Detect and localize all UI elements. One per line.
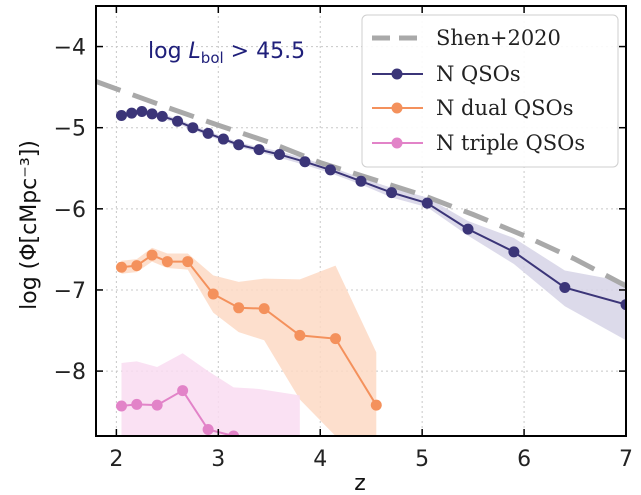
data-point: [294, 329, 306, 341]
data-point: [161, 256, 173, 268]
y-tick-label: −4: [54, 36, 86, 61]
legend-box: [361, 14, 619, 168]
data-point: [386, 187, 398, 199]
x-tick-label: 3: [211, 447, 225, 472]
data-point: [182, 256, 194, 268]
data-point: [233, 302, 245, 314]
legend-label-shen: Shen+2020: [436, 26, 561, 50]
data-point: [559, 282, 571, 294]
plot-frame: [95, 5, 627, 437]
data-point: [115, 110, 127, 122]
data-point: [202, 127, 214, 139]
data-point: [187, 122, 199, 134]
data-point: [620, 299, 626, 311]
data-point: [299, 156, 311, 168]
data-point: [146, 108, 158, 120]
x-tick-label: 6: [517, 447, 531, 472]
shen-2020-line: [96, 79, 626, 289]
data-point: [330, 333, 342, 345]
data-point: [131, 260, 143, 272]
data-point: [508, 246, 520, 258]
data-point: [355, 175, 367, 187]
annotation-subscript: bol: [201, 49, 224, 67]
legend-marker-dual: [391, 102, 403, 114]
y-tick-label: −8: [54, 360, 86, 385]
data-point: [172, 115, 184, 127]
data-point: [233, 139, 245, 151]
error-band: [121, 353, 300, 436]
data-point: [324, 164, 336, 176]
error-bands: [121, 109, 626, 436]
data-point: [207, 288, 219, 300]
data-point: [462, 223, 474, 235]
data-point: [217, 133, 229, 145]
legend-marker-qsos: [391, 68, 403, 80]
data-point: [156, 110, 168, 122]
x-tick-label: 4: [313, 447, 327, 472]
x-tick-label: 7: [619, 447, 633, 472]
legend-label-qsos: N QSOs: [436, 62, 521, 86]
y-tick-label: −6: [54, 198, 86, 223]
data-point: [273, 148, 285, 160]
annotation-prefix: log: [148, 39, 189, 64]
data-point: [258, 303, 270, 315]
annotation-suffix: > 45.5: [224, 39, 305, 64]
data-point: [177, 385, 189, 397]
x-tick-label: 5: [415, 447, 429, 472]
data-point: [126, 107, 138, 119]
y-tick-label: −7: [54, 279, 86, 304]
data-point: [370, 399, 382, 411]
data-point: [146, 249, 158, 261]
axis-ticks: 2 3 4 5 6 7 −8 −7 −6 −5 −4: [54, 6, 633, 472]
legend: Shen+2020 N QSOs N dual QSOs N triple QS…: [361, 14, 619, 168]
data-point: [151, 399, 163, 411]
data-point: [202, 424, 214, 436]
x-axis-label: z: [354, 471, 366, 495]
data-point: [253, 144, 265, 156]
error-band: [121, 247, 377, 436]
x-tick-label: 2: [109, 447, 123, 472]
legend-label-triple: N triple QSOs: [436, 131, 585, 155]
data-point: [115, 261, 127, 273]
y-axis-label: log (Φ[cMpc⁻³]): [17, 140, 42, 310]
data-point: [131, 398, 143, 410]
data-point: [421, 197, 433, 209]
data-point: [136, 105, 148, 117]
data-markers: [115, 105, 626, 436]
data-point: [228, 430, 240, 436]
annotation-symbol: L: [189, 39, 201, 64]
legend-marker-triple: [391, 137, 403, 149]
legend-label-dual: N dual QSOs: [436, 96, 574, 120]
data-point: [115, 400, 127, 412]
y-tick-label: −5: [54, 117, 86, 142]
luminosity-threshold-annotation: log Lbol > 45.5: [148, 39, 305, 67]
